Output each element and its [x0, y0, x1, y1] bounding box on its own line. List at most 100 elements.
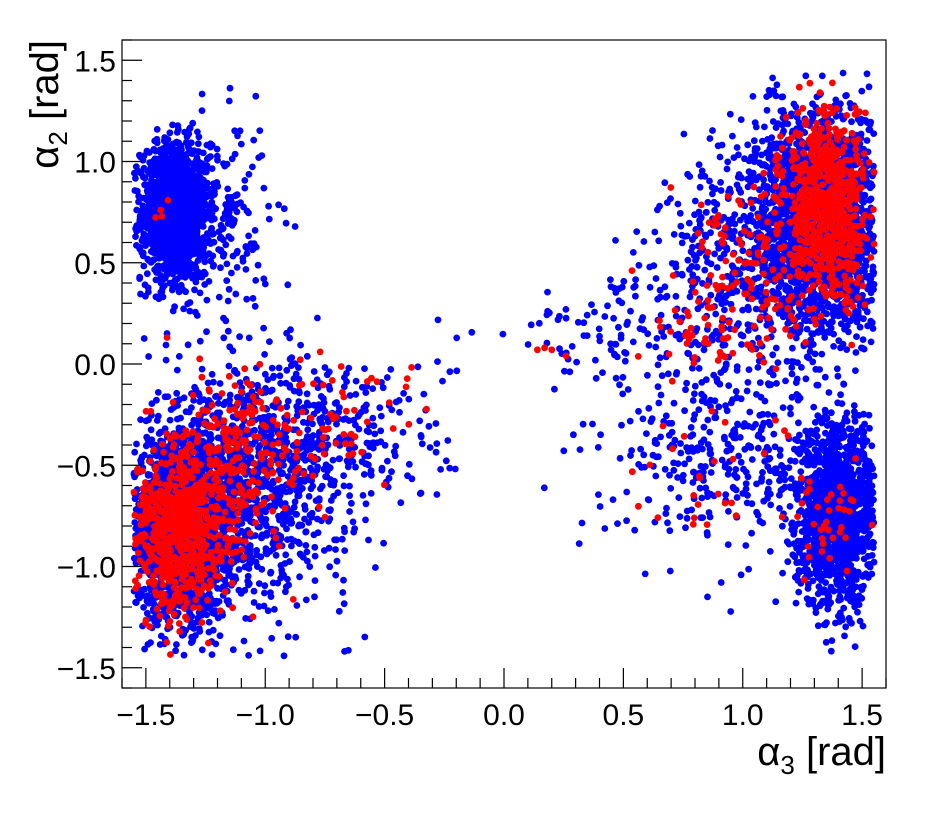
- scatter-point: [217, 264, 224, 272]
- scatter-point: [376, 404, 384, 412]
- scatter-point: [188, 248, 196, 256]
- scatter-point: [434, 316, 442, 324]
- scatter-point: [199, 241, 207, 249]
- data-points: [130, 69, 878, 660]
- scatter-point: [233, 393, 241, 401]
- scatter-point: [212, 597, 220, 605]
- scatter-point: [405, 460, 413, 468]
- scatter-point: [223, 277, 231, 284]
- scatter-point: [175, 424, 183, 432]
- scatter-point: [220, 564, 228, 571]
- scatter-point: [311, 577, 319, 584]
- scatter-point: [325, 544, 333, 552]
- scatter-point: [346, 492, 353, 500]
- scatter-point: [243, 250, 251, 257]
- scatter-point: [311, 543, 319, 551]
- scatter-point: [193, 228, 201, 235]
- scatter-point: [188, 421, 196, 429]
- scatter-point: [229, 252, 237, 260]
- scatter-point: [216, 380, 224, 387]
- scatter-point: [228, 155, 236, 163]
- scatter-point: [284, 281, 292, 289]
- scatter-point: [307, 464, 314, 472]
- scatter-point: [303, 399, 311, 407]
- scatter-point: [184, 341, 192, 349]
- scatter-point: [135, 198, 142, 206]
- scatter-point: [157, 279, 165, 287]
- scatter-point: [189, 119, 197, 127]
- scatter-point: [196, 337, 204, 345]
- scatter-point: [437, 466, 444, 473]
- scatter-point: [434, 358, 441, 365]
- scatter-point: [314, 463, 321, 471]
- scatter-point: [302, 542, 310, 549]
- scatter-point: [303, 352, 311, 360]
- scatter-point: [396, 408, 403, 416]
- scatter-point: [352, 463, 359, 471]
- scatter-point: [131, 169, 139, 177]
- scatter-point: [242, 243, 250, 250]
- scatter-point: [203, 328, 210, 336]
- scatter-point: [296, 573, 303, 581]
- scatter-point: [303, 548, 311, 556]
- scatter-point: [383, 374, 391, 381]
- scatter-point: [181, 229, 188, 236]
- scatter-point: [189, 636, 197, 644]
- scatter-point: [444, 437, 452, 444]
- scatter-point: [233, 264, 241, 271]
- scatter-point: [173, 389, 181, 397]
- scatter-point: [350, 528, 358, 536]
- scatter-point: [343, 370, 350, 377]
- scatter-point: [205, 250, 213, 258]
- scatter-point: [180, 305, 188, 313]
- scatter-point: [152, 293, 160, 301]
- scatter-point: [224, 297, 232, 305]
- scatter-point: [286, 558, 293, 565]
- scatter-point: [180, 651, 188, 659]
- scatter-point: [207, 240, 215, 248]
- scatter-point: [225, 208, 233, 216]
- scatter-point: [207, 431, 214, 438]
- scatter-point: [173, 185, 181, 193]
- scatter-point: [161, 167, 169, 175]
- scatter-point: [365, 428, 373, 436]
- scatter-point: [213, 409, 221, 417]
- scatter-point: [207, 205, 214, 213]
- scatter-point: [340, 600, 348, 608]
- scatter-point: [153, 135, 161, 143]
- scatter-point: [179, 285, 186, 293]
- scatter-point: [395, 397, 403, 404]
- scatter-point: [140, 262, 148, 270]
- scatter-point: [378, 466, 386, 474]
- scatter-point: [270, 372, 278, 380]
- scatter-point: [144, 595, 152, 603]
- scatter-point: [151, 155, 159, 163]
- scatter-point: [377, 412, 385, 420]
- scatter-point: [137, 226, 144, 233]
- scatter-point: [416, 417, 424, 425]
- scatter-point: [141, 451, 148, 459]
- scatter-point: [228, 269, 235, 277]
- scatter-point: [254, 563, 261, 570]
- scatter-point: [377, 427, 385, 435]
- scatter-point: [207, 257, 215, 265]
- scatter-point: [162, 341, 170, 349]
- scatter-point: [275, 201, 282, 209]
- scatter-point: [132, 174, 139, 182]
- scatter-point: [151, 266, 159, 273]
- scatter-point: [198, 90, 206, 98]
- scatter-point: [227, 198, 235, 206]
- scatter-point: [290, 537, 298, 545]
- scatter-point: [432, 420, 440, 427]
- scatter-point: [344, 459, 352, 466]
- scatter-point: [336, 404, 343, 412]
- scatter-point: [189, 239, 197, 247]
- scatter-point: [417, 433, 425, 441]
- scatter-point: [140, 335, 148, 342]
- scatter-point: [170, 209, 178, 217]
- scatter-point: [254, 261, 262, 269]
- scatter-point: [267, 432, 274, 440]
- scatter-point: [305, 435, 312, 442]
- scatter-point: [225, 572, 233, 579]
